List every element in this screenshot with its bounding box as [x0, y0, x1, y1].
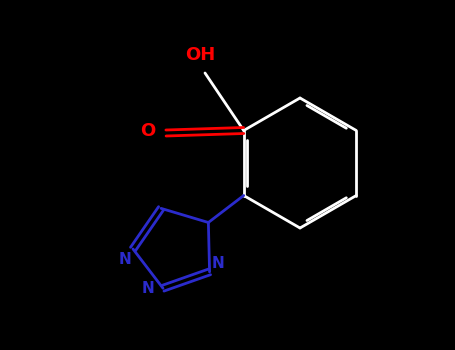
- Text: O: O: [141, 122, 156, 140]
- Text: N: N: [142, 281, 154, 296]
- Text: N: N: [119, 252, 131, 266]
- Text: OH: OH: [185, 46, 215, 64]
- Text: N: N: [211, 256, 224, 271]
